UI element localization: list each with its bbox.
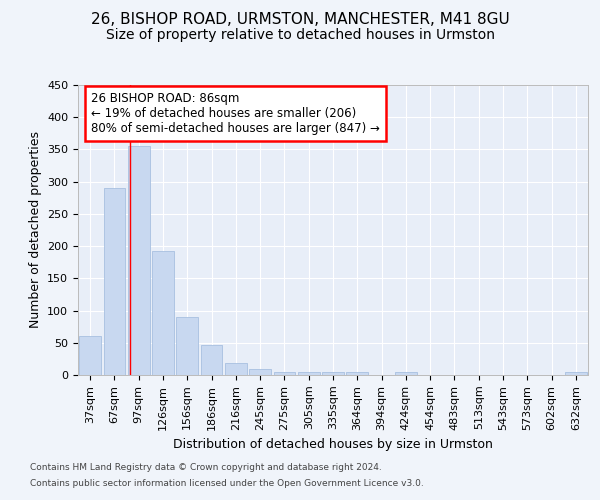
Text: Size of property relative to detached houses in Urmston: Size of property relative to detached ho… <box>106 28 494 42</box>
Bar <box>225 364 247 375</box>
Bar <box>128 146 149 375</box>
Bar <box>152 252 174 375</box>
X-axis label: Distribution of detached houses by size in Urmston: Distribution of detached houses by size … <box>173 438 493 451</box>
Bar <box>322 372 344 375</box>
Text: Contains HM Land Registry data © Crown copyright and database right 2024.: Contains HM Land Registry data © Crown c… <box>30 464 382 472</box>
Text: 26, BISHOP ROAD, URMSTON, MANCHESTER, M41 8GU: 26, BISHOP ROAD, URMSTON, MANCHESTER, M4… <box>91 12 509 28</box>
Bar <box>249 369 271 375</box>
Bar <box>104 188 125 375</box>
Bar <box>79 336 101 375</box>
Y-axis label: Number of detached properties: Number of detached properties <box>29 132 41 328</box>
Bar <box>395 372 417 375</box>
Bar <box>274 372 295 375</box>
Bar <box>346 372 368 375</box>
Bar <box>298 372 320 375</box>
Bar <box>565 372 587 375</box>
Bar <box>200 346 223 375</box>
Text: 26 BISHOP ROAD: 86sqm
← 19% of detached houses are smaller (206)
80% of semi-det: 26 BISHOP ROAD: 86sqm ← 19% of detached … <box>91 92 380 135</box>
Bar <box>176 317 198 375</box>
Text: Contains public sector information licensed under the Open Government Licence v3: Contains public sector information licen… <box>30 478 424 488</box>
